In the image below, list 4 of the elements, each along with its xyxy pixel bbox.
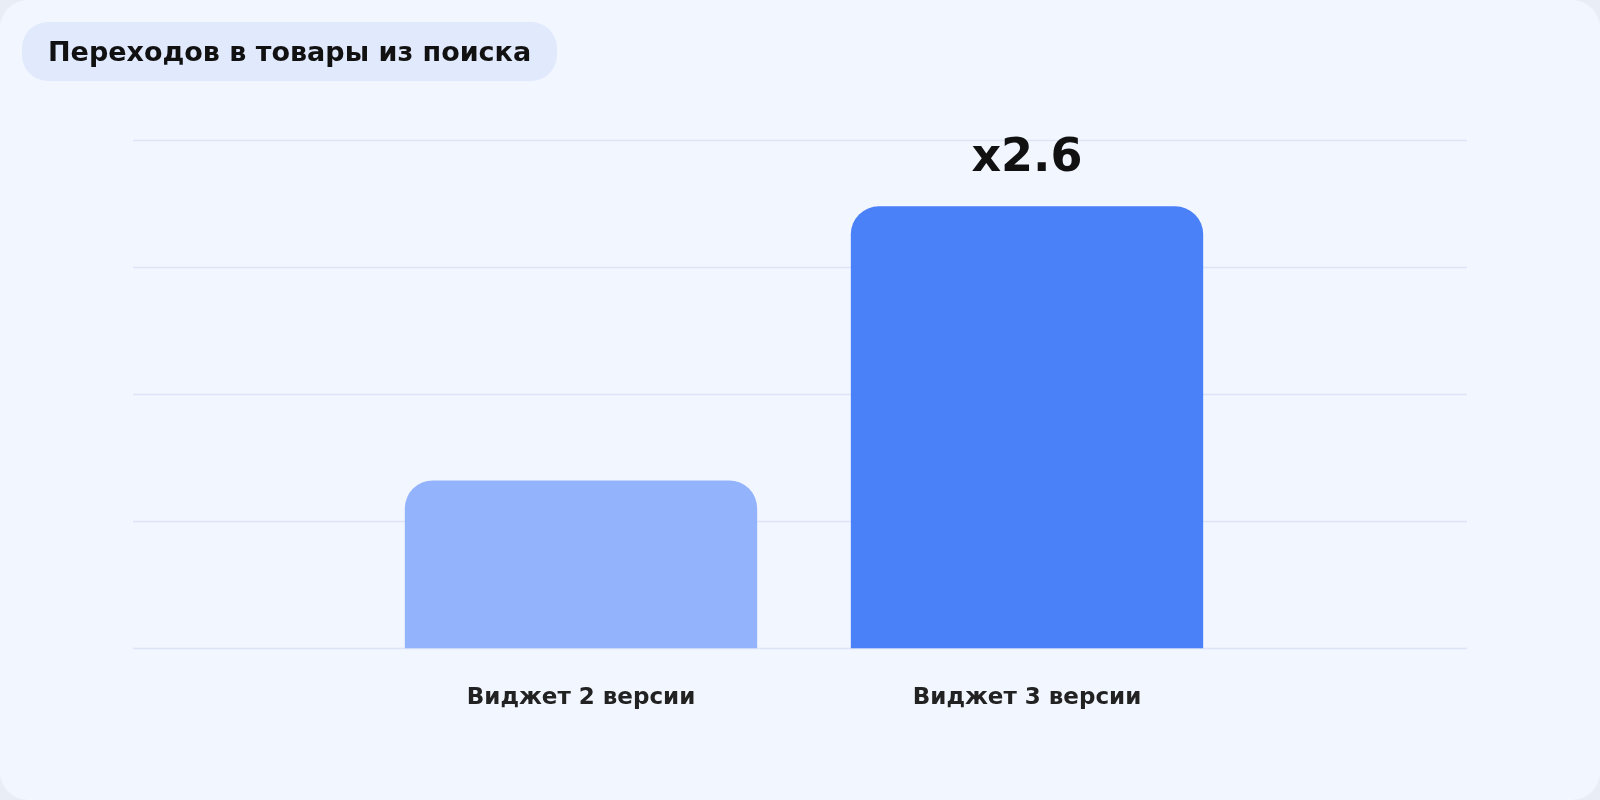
annotation: x2.6	[971, 128, 1083, 183]
x-tick-label: Виджет 2 версии	[466, 683, 696, 710]
x-tick-label: Виджет 3 версии	[912, 683, 1142, 710]
chart-title: Переходов в товары из поиска	[22, 22, 558, 81]
